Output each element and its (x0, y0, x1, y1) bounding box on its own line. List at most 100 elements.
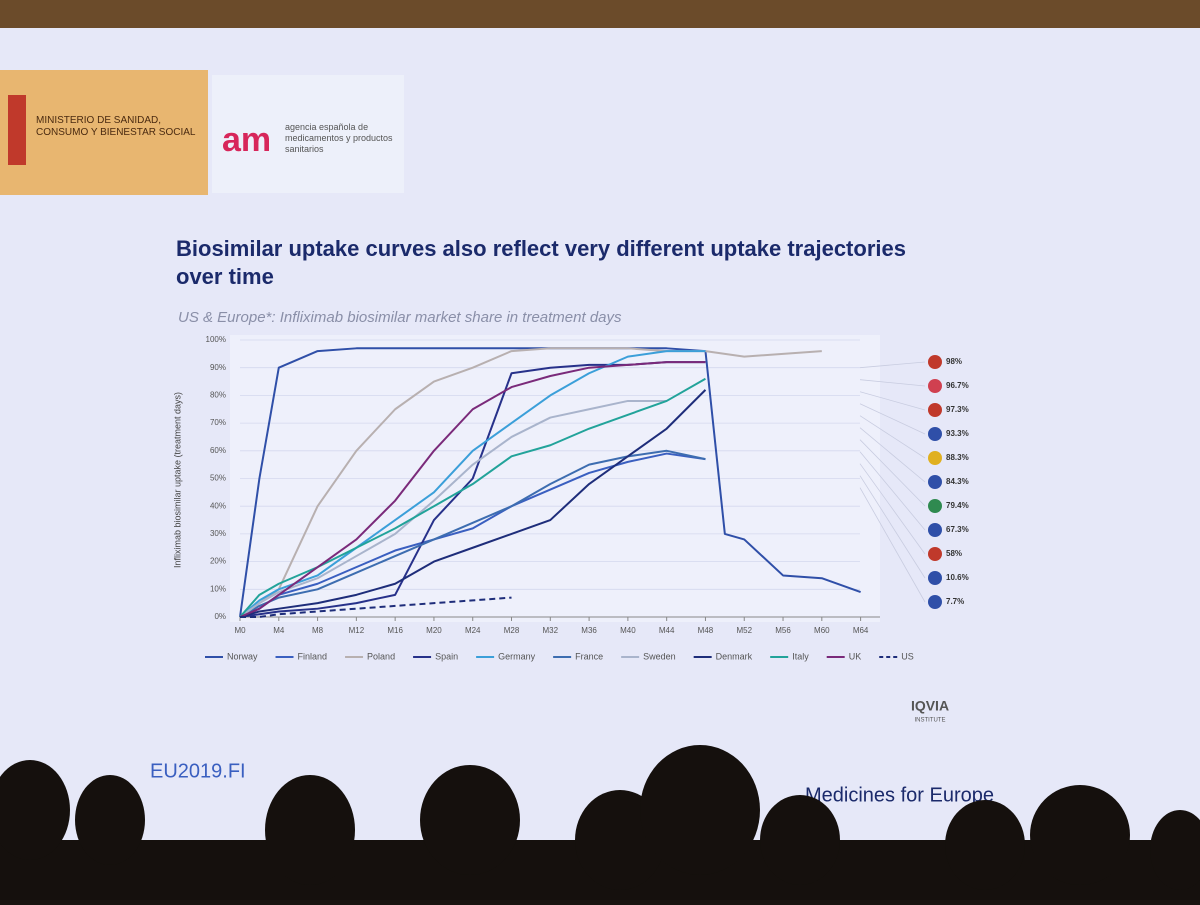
flag-icon (928, 355, 942, 369)
series-line (239, 452, 706, 618)
flag-icon (928, 379, 942, 393)
chart: 0% 10% 20% 30% 40% 50% 60% 70% 80% 90% 100% M0 M4 M8 M… (205, 335, 969, 724)
flag-icon (928, 427, 942, 441)
y-tick-label: 30% (210, 529, 226, 538)
y-tick-label: 20% (210, 557, 226, 566)
connector (859, 487, 926, 603)
y-tick-label: 90% (210, 363, 226, 372)
coat-of-arms (8, 95, 26, 165)
ministry-box: MINISTERIO DE SANIDAD, CONSUMO Y BIENEST… (36, 115, 196, 138)
legend-label: Sweden (643, 651, 676, 661)
x-tick-label: M60 (814, 626, 830, 635)
connector (859, 379, 926, 387)
series-line (239, 399, 667, 618)
series-line (239, 449, 706, 618)
legend-label: Germany (498, 651, 536, 661)
end-label: 96.7% (946, 381, 969, 390)
ceiling (0, 0, 1200, 30)
legend-label: Poland (367, 651, 395, 661)
connector (859, 403, 926, 435)
connector (859, 439, 926, 507)
end-label: 67.3% (946, 525, 969, 534)
legend-label: Norway (227, 651, 258, 661)
x-tick-label: M56 (775, 626, 791, 635)
source-logo: IQVIA (911, 698, 949, 714)
agency-logo: am (222, 121, 271, 159)
y-tick-label: 50% (210, 474, 226, 483)
series-line (239, 350, 706, 618)
flag-icon (928, 571, 942, 585)
x-tick-label: M44 (659, 626, 675, 635)
event-name: EU2019.FI (150, 760, 246, 782)
end-label: 79.4% (946, 501, 969, 510)
connector (859, 451, 926, 531)
series-line (239, 347, 822, 618)
y-tick-label: 60% (210, 446, 226, 455)
connector (859, 391, 926, 411)
ministry-logo-box (0, 70, 208, 195)
x-tick-label: M16 (387, 626, 403, 635)
source-sub: INSTITUTE (915, 718, 946, 724)
flag-icon (928, 499, 942, 513)
x-tick-label: M28 (504, 626, 520, 635)
organizer: Medicines for Europe (805, 784, 994, 806)
x-tick-label: M48 (698, 626, 714, 635)
title-box: Biosimilar uptake curves also reflect ve… (176, 236, 906, 289)
y-tick-label: 40% (210, 501, 226, 510)
flag-icon (928, 595, 942, 609)
legend-label: US (901, 651, 914, 661)
legend-label: Spain (435, 651, 458, 661)
flag-icon (928, 475, 942, 489)
legend-label: France (575, 651, 603, 661)
x-tick-label: M32 (543, 626, 559, 635)
end-label: 97.3% (946, 405, 969, 414)
chart-title: Biosimilar uptake curves also reflect ve… (176, 236, 906, 289)
series-line (239, 377, 706, 618)
legend-label: Finland (298, 651, 328, 661)
end-label: 10.6% (946, 573, 969, 582)
flag-icon (928, 451, 942, 465)
legend-label: Denmark (716, 651, 753, 661)
series-line (239, 389, 707, 618)
series-line (239, 361, 706, 618)
x-tick-label: M24 (465, 626, 481, 635)
chart-subtitle: US & Europe*: Infliximab biosimilar mark… (178, 309, 622, 326)
end-label: 98% (946, 357, 962, 366)
connector (859, 463, 926, 555)
connector (859, 427, 926, 483)
connector (859, 361, 926, 369)
y-tick-label: 80% (210, 391, 226, 400)
end-label: 84.3% (946, 477, 969, 486)
y-tick-label: 10% (210, 584, 226, 593)
ministry-text: MINISTERIO DE SANIDAD, CONSUMO Y BIENEST… (36, 115, 196, 138)
flag-icon (928, 547, 942, 561)
y-tick-label: 70% (210, 418, 226, 427)
x-tick-label: M52 (736, 626, 752, 635)
end-label: 7.7% (946, 597, 964, 606)
legend-label: UK (849, 651, 862, 661)
flag-icon (928, 523, 942, 537)
x-tick-label: M4 (273, 626, 285, 635)
end-label: 93.3% (946, 429, 969, 438)
x-tick-label: M64 (853, 626, 869, 635)
x-tick-label: M8 (312, 626, 324, 635)
end-label: 88.3% (946, 453, 969, 462)
agency-box: agencia española de medicamentos y produ… (285, 122, 393, 154)
y-tick-label: 0% (214, 612, 226, 621)
legend-label: Italy (792, 651, 809, 661)
flag-icon (928, 403, 942, 417)
connector (859, 475, 926, 579)
agency-text: agencia española de medicamentos y produ… (285, 122, 393, 154)
y-axis-label: Infliximab biosimilar uptake (treatment … (172, 392, 182, 568)
audience (0, 745, 1200, 900)
series-line (240, 596, 512, 618)
x-tick-label: M20 (426, 626, 442, 635)
agency-logo-box (212, 75, 404, 193)
x-tick-label: M0 (234, 626, 246, 635)
x-tick-label: M12 (349, 626, 365, 635)
y-tick-label: 100% (206, 335, 226, 344)
x-tick-label: M40 (620, 626, 636, 635)
connector (859, 415, 926, 459)
x-tick-label: M36 (581, 626, 597, 635)
